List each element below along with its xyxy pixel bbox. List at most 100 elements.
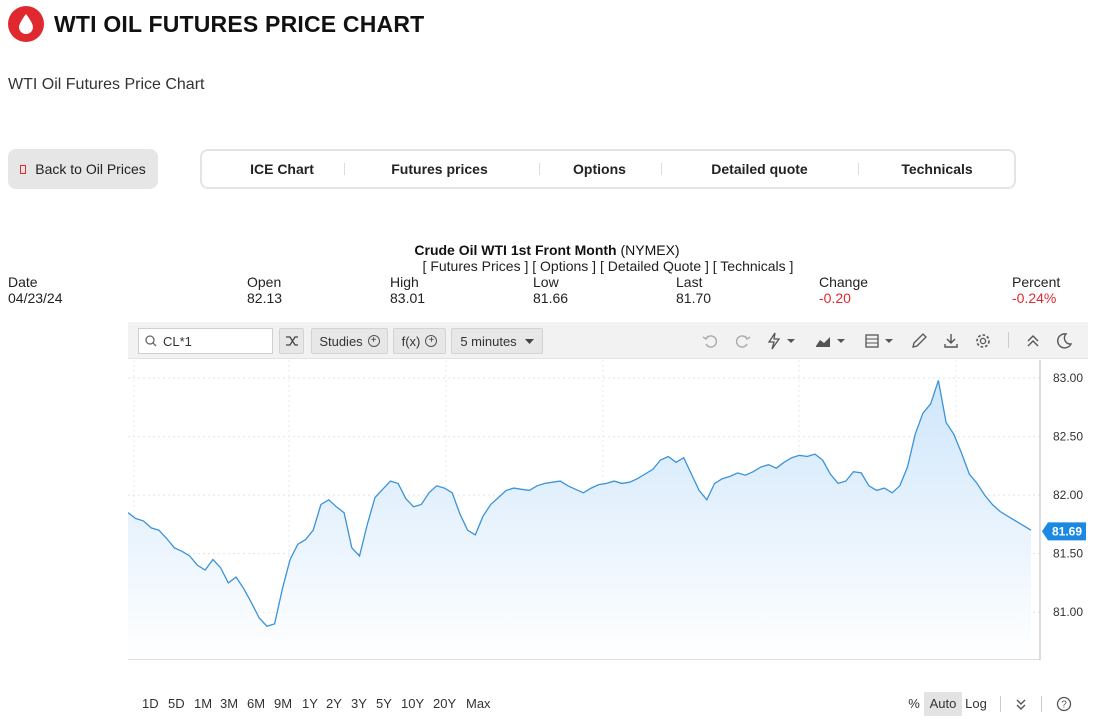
tab-divider bbox=[539, 163, 540, 175]
tab-divider bbox=[858, 163, 859, 175]
quote-last: Last 81.70 bbox=[676, 274, 711, 306]
quote-date: Date 04/23/24 bbox=[8, 274, 63, 306]
tab-options[interactable]: Options bbox=[573, 161, 626, 177]
settings-gear-icon[interactable] bbox=[974, 332, 994, 350]
studies-button[interactable]: Studies + bbox=[311, 328, 388, 354]
tab-ice-chart[interactable]: ICE Chart bbox=[250, 161, 314, 177]
help-icon[interactable]: ? bbox=[1053, 692, 1075, 716]
instrument-links[interactable]: [ Futures Prices ] [ Options ] [ Detaile… bbox=[422, 258, 794, 274]
redo-icon[interactable] bbox=[734, 332, 754, 350]
tab-divider bbox=[344, 163, 345, 175]
price-series-line bbox=[128, 380, 1032, 627]
quote-label: Last bbox=[676, 274, 703, 290]
download-icon[interactable] bbox=[942, 332, 962, 350]
auto-scale-toggle[interactable]: Auto bbox=[924, 692, 962, 716]
fx-label: f(x) bbox=[401, 333, 421, 349]
dark-mode-moon-icon[interactable] bbox=[1055, 332, 1075, 350]
range-5d[interactable]: 5D bbox=[168, 696, 185, 711]
compare-shuffle-button[interactable] bbox=[279, 328, 304, 354]
range-2y[interactable]: 2Y bbox=[326, 696, 342, 711]
range-6m[interactable]: 6M bbox=[247, 696, 266, 711]
toolbar-divider bbox=[1008, 332, 1009, 348]
tab-technicals[interactable]: Technicals bbox=[901, 161, 973, 177]
symbol-search-box bbox=[138, 328, 273, 354]
quote-label: Change bbox=[819, 274, 869, 290]
quote-value: -0.20 bbox=[819, 290, 851, 306]
layout-table-icon[interactable] bbox=[864, 332, 898, 350]
interval-label: 5 minutes bbox=[460, 333, 517, 349]
quote-value: 81.70 bbox=[676, 290, 712, 306]
symbol-input[interactable] bbox=[163, 333, 263, 349]
plus-circle-icon: + bbox=[425, 335, 438, 347]
expand-down-chevrons-icon[interactable] bbox=[1011, 692, 1031, 716]
range-3m[interactable]: 3M bbox=[220, 696, 239, 711]
draw-pencil-icon[interactable] bbox=[910, 332, 930, 350]
events-lightning-icon[interactable] bbox=[766, 332, 798, 350]
quote-change: Change -0.20 bbox=[819, 274, 868, 306]
quote-label: Date bbox=[8, 274, 38, 290]
last-price-label: 81.69 bbox=[1052, 524, 1082, 538]
y-tick-label: 81.50 bbox=[1053, 547, 1083, 561]
quote-value: 83.01 bbox=[390, 290, 426, 306]
quote-open: Open 82.13 bbox=[247, 274, 282, 306]
page-title: WTI OIL FUTURES PRICE CHART bbox=[54, 10, 425, 37]
caret-down-icon bbox=[524, 338, 534, 344]
quote-value: 81.66 bbox=[533, 290, 569, 306]
range-5y[interactable]: 5Y bbox=[376, 696, 392, 711]
back-to-oil-prices-button[interactable]: Back to Oil Prices bbox=[8, 149, 158, 189]
shuffle-icon bbox=[285, 336, 298, 346]
quote-label: Low bbox=[533, 274, 559, 290]
fx-button[interactable]: f(x) + bbox=[393, 328, 446, 354]
price-chart-plot[interactable]: 83.0082.5082.0081.5081.00:0010:0014:0019… bbox=[128, 360, 1088, 660]
log-scale-toggle[interactable]: Log bbox=[965, 696, 987, 711]
instrument-exchange: (NYMEX) bbox=[620, 242, 680, 258]
range-1m[interactable]: 1M bbox=[194, 696, 213, 711]
instrument-heading: Crude Oil WTI 1st Front Month (NYMEX) bbox=[0, 242, 1094, 258]
range-20y[interactable]: 20Y bbox=[433, 696, 457, 711]
oil-drop-logo-icon bbox=[8, 6, 44, 42]
tab-bar: ICE Chart Futures prices Options Detaile… bbox=[200, 149, 1016, 189]
quote-value: 82.13 bbox=[247, 290, 283, 306]
svg-text:?: ? bbox=[1061, 700, 1067, 711]
undo-icon[interactable] bbox=[701, 332, 721, 350]
back-icon bbox=[20, 164, 27, 174]
quote-label: High bbox=[390, 274, 419, 290]
y-tick-label: 82.00 bbox=[1053, 488, 1083, 502]
chart-toolbar: Studies + f(x) + 5 minutes bbox=[128, 322, 1088, 359]
range-divider bbox=[1041, 696, 1042, 712]
y-tick-label: 81.00 bbox=[1053, 605, 1083, 619]
price-area-fill bbox=[128, 380, 1031, 660]
quote-high: High 83.01 bbox=[390, 274, 425, 306]
chart-widget: Studies + f(x) + 5 minutes bbox=[128, 322, 1088, 722]
last-price-badge bbox=[1042, 522, 1086, 541]
quote-low: Low 81.66 bbox=[533, 274, 568, 306]
percent-scale-toggle[interactable]: % bbox=[908, 696, 920, 711]
tab-detailed-quote[interactable]: Detailed quote bbox=[711, 161, 808, 177]
search-icon bbox=[145, 335, 157, 347]
range-1y[interactable]: 1Y bbox=[302, 696, 318, 711]
range-bar: 1D 5D 1M 3M 6M 9M 1Y 2Y 3Y 5Y 10Y 20Y Ma… bbox=[128, 692, 1088, 716]
page-subtitle: WTI Oil Futures Price Chart bbox=[8, 76, 205, 93]
quote-label: Open bbox=[247, 274, 282, 290]
back-button-label: Back to Oil Prices bbox=[35, 161, 146, 177]
page-header: WTI OIL FUTURES PRICE CHART bbox=[8, 4, 424, 44]
plus-circle-icon: + bbox=[367, 335, 380, 347]
quote-value: -0.24% bbox=[1012, 290, 1057, 306]
range-max[interactable]: Max bbox=[466, 696, 491, 711]
collapse-chevrons-icon[interactable] bbox=[1024, 332, 1044, 350]
instrument-name: Crude Oil WTI 1st Front Month bbox=[414, 242, 617, 258]
y-tick-label: 82.50 bbox=[1053, 430, 1083, 444]
range-9m[interactable]: 9M bbox=[274, 696, 293, 711]
range-10y[interactable]: 10Y bbox=[401, 696, 425, 711]
quote-label: Percent bbox=[1012, 274, 1061, 290]
chart-type-area-icon[interactable] bbox=[814, 332, 848, 350]
range-divider bbox=[1000, 696, 1001, 712]
y-tick-label: 83.00 bbox=[1053, 371, 1083, 385]
quote-percent: Percent -0.24% bbox=[1012, 274, 1060, 306]
tab-futures-prices[interactable]: Futures prices bbox=[391, 161, 488, 177]
quote-value: 04/23/24 bbox=[8, 290, 63, 306]
range-1d[interactable]: 1D bbox=[142, 696, 159, 711]
range-3y[interactable]: 3Y bbox=[351, 696, 367, 711]
studies-label: Studies bbox=[319, 333, 363, 349]
interval-select[interactable]: 5 minutes bbox=[451, 328, 543, 354]
